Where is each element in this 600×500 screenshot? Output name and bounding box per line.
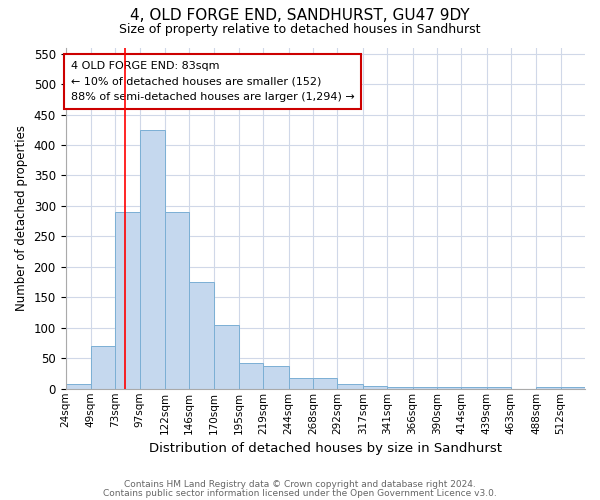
Bar bbox=[487, 387, 511, 389]
Y-axis label: Number of detached properties: Number of detached properties bbox=[15, 125, 28, 311]
Bar bbox=[536, 387, 560, 389]
Bar bbox=[289, 378, 313, 389]
Bar bbox=[190, 282, 214, 389]
Bar bbox=[387, 387, 413, 389]
Bar bbox=[214, 325, 239, 389]
Bar bbox=[413, 387, 437, 389]
X-axis label: Distribution of detached houses by size in Sandhurst: Distribution of detached houses by size … bbox=[149, 442, 502, 455]
Bar bbox=[560, 387, 585, 389]
Text: 4, OLD FORGE END, SANDHURST, GU47 9DY: 4, OLD FORGE END, SANDHURST, GU47 9DY bbox=[130, 8, 470, 22]
Bar bbox=[65, 384, 91, 389]
Bar bbox=[115, 212, 140, 389]
Text: Contains HM Land Registry data © Crown copyright and database right 2024.: Contains HM Land Registry data © Crown c… bbox=[124, 480, 476, 489]
Bar bbox=[165, 212, 190, 389]
Bar bbox=[140, 130, 165, 389]
Text: Contains public sector information licensed under the Open Government Licence v3: Contains public sector information licen… bbox=[103, 488, 497, 498]
Bar bbox=[263, 366, 289, 389]
Text: Size of property relative to detached houses in Sandhurst: Size of property relative to detached ho… bbox=[119, 22, 481, 36]
Bar bbox=[437, 387, 461, 389]
Bar bbox=[91, 346, 115, 389]
Bar bbox=[363, 386, 387, 389]
Text: 4 OLD FORGE END: 83sqm
← 10% of detached houses are smaller (152)
88% of semi-de: 4 OLD FORGE END: 83sqm ← 10% of detached… bbox=[71, 61, 355, 102]
Bar bbox=[337, 384, 363, 389]
Bar bbox=[461, 387, 487, 389]
Bar bbox=[313, 378, 337, 389]
Bar bbox=[239, 362, 263, 389]
